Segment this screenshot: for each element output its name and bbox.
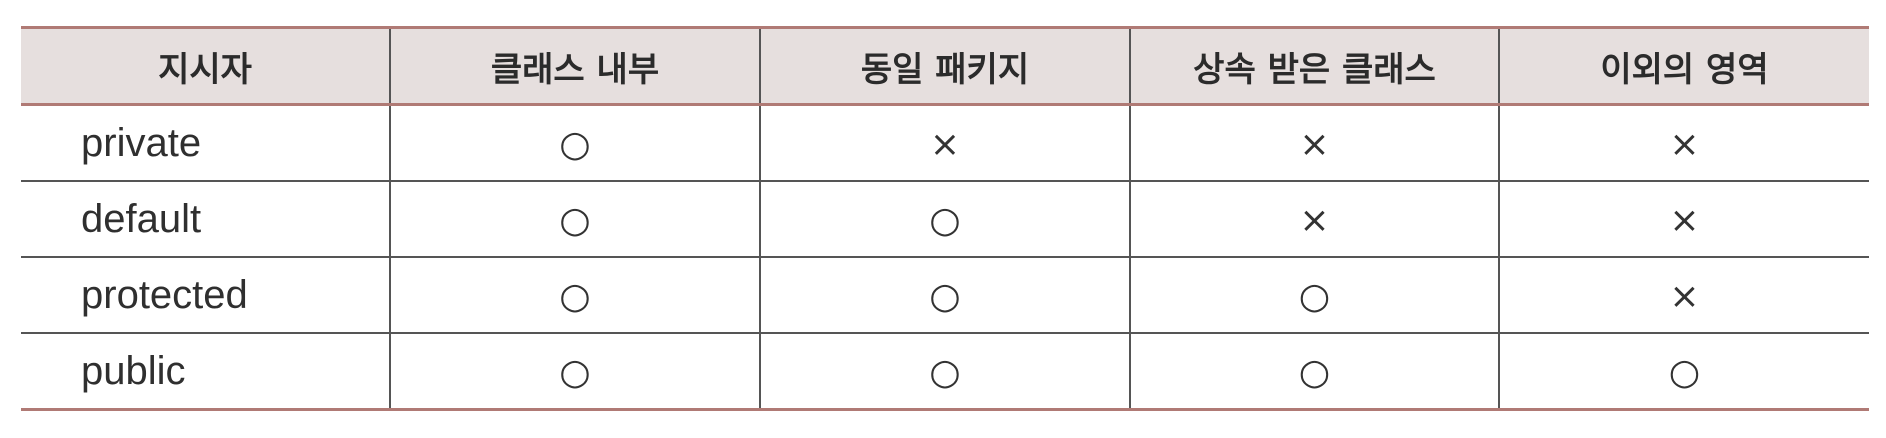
access-mark: ○ [559, 352, 591, 393]
table-cell: ○ [759, 181, 1130, 258]
access-mark: ○ [1668, 352, 1701, 393]
table-cell: × [1498, 181, 1869, 258]
access-mark: × [1299, 124, 1330, 165]
row-label: protected [21, 257, 390, 334]
row-label: default [21, 181, 390, 258]
access-mark: ○ [929, 352, 961, 393]
access-mark: ○ [929, 276, 961, 317]
access-mark: ○ [559, 124, 591, 165]
access-mark: × [1669, 200, 1700, 241]
header-modifier: 지시자 [21, 26, 390, 106]
access-mark: ○ [559, 276, 591, 317]
table-cell: ○ [389, 333, 760, 411]
table-row: private ○ × × × [21, 104, 1869, 182]
access-mark: ○ [559, 200, 591, 241]
access-modifier-table-container: 지시자 클래스 내부 동일 패키지 상속 받은 클래스 이외의 영역 priva… [21, 26, 1869, 411]
table-cell: ○ [759, 257, 1130, 334]
access-modifier-table: 지시자 클래스 내부 동일 패키지 상속 받은 클래스 이외의 영역 priva… [21, 26, 1869, 411]
access-mark: × [929, 124, 961, 165]
table-cell: ○ [389, 104, 760, 182]
header-other-area: 이외의 영역 [1498, 26, 1869, 106]
table-cell: ○ [1129, 333, 1499, 411]
access-mark: ○ [1298, 276, 1331, 317]
table-cell: × [759, 104, 1130, 182]
table-cell: ○ [1129, 257, 1499, 334]
access-mark: × [1669, 124, 1700, 165]
table-cell: × [1498, 257, 1869, 334]
table-cell: × [1129, 181, 1499, 258]
table-cell: ○ [389, 181, 760, 258]
access-mark: ○ [1298, 352, 1331, 393]
table-cell: × [1129, 104, 1499, 182]
access-mark: × [1669, 276, 1700, 317]
header-same-package: 동일 패키지 [759, 26, 1130, 106]
header-inside-class: 클래스 내부 [389, 26, 760, 106]
access-mark: × [1299, 200, 1330, 241]
access-mark: ○ [929, 200, 961, 241]
table-row: protected ○ ○ ○ × [21, 257, 1869, 334]
table-row: public ○ ○ ○ ○ [21, 333, 1869, 411]
header-subclass: 상속 받은 클래스 [1129, 26, 1499, 106]
table-cell: ○ [759, 333, 1130, 411]
row-label: public [21, 333, 390, 411]
row-label: private [21, 104, 390, 182]
table-row: default ○ ○ × × [21, 181, 1869, 258]
table-cell: ○ [389, 257, 760, 334]
table-header-row: 지시자 클래스 내부 동일 패키지 상속 받은 클래스 이외의 영역 [21, 26, 1869, 106]
table-cell: × [1498, 104, 1869, 182]
table-cell: ○ [1498, 333, 1869, 411]
